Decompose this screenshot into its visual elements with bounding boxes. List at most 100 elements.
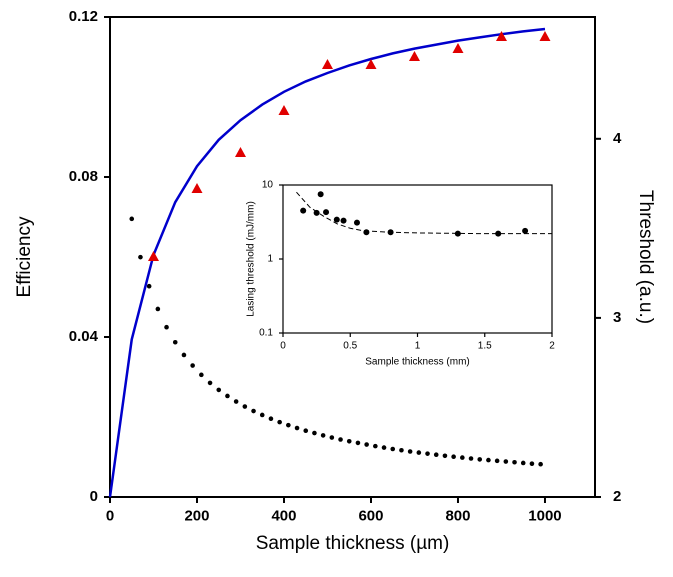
triangle-marker bbox=[278, 105, 290, 115]
plot-frame bbox=[109, 16, 596, 498]
triangle-marker bbox=[539, 31, 551, 41]
dot-marker bbox=[313, 209, 320, 216]
dot-marker bbox=[312, 430, 317, 436]
x-tick-label: 1 bbox=[415, 341, 421, 352]
triangle-marker bbox=[234, 147, 246, 157]
dot-marker bbox=[529, 461, 535, 466]
data-line bbox=[108, 27, 546, 498]
dot-marker bbox=[129, 216, 135, 222]
dot-marker bbox=[268, 416, 274, 422]
dot-marker bbox=[225, 393, 230, 399]
x-tick-label: 0 bbox=[280, 341, 286, 352]
dot-marker bbox=[340, 217, 347, 224]
x-tick-label: 200 bbox=[184, 507, 209, 524]
dot-marker bbox=[442, 453, 448, 459]
y-tick-label: 0.08 bbox=[69, 168, 98, 185]
triangle-marker bbox=[147, 251, 159, 261]
dot-marker bbox=[520, 460, 526, 466]
dot-marker bbox=[329, 435, 335, 440]
dot-marker bbox=[503, 459, 509, 464]
y-tick-label: 0.1 bbox=[259, 328, 273, 339]
dot-marker bbox=[233, 399, 239, 404]
dot-marker bbox=[512, 459, 517, 465]
dot-marker bbox=[353, 219, 360, 226]
y-tick-label: 0.04 bbox=[69, 328, 99, 345]
plot-frame bbox=[282, 184, 553, 334]
dot-marker bbox=[323, 209, 330, 216]
y-axis-label: Lasing threshold (mJ/mm) bbox=[246, 201, 257, 317]
dot-marker bbox=[433, 452, 439, 458]
dot-marker bbox=[355, 440, 361, 446]
dot-marker bbox=[277, 419, 282, 425]
triangle-marker bbox=[495, 31, 507, 41]
dot-marker bbox=[303, 428, 309, 434]
dot-marker bbox=[468, 456, 474, 461]
dot-marker bbox=[364, 442, 369, 447]
dot-marker bbox=[346, 438, 352, 444]
dot-marker bbox=[381, 445, 387, 450]
dot-marker bbox=[494, 458, 500, 464]
dot-marker bbox=[164, 324, 169, 330]
x-tick-label: 1.5 bbox=[478, 341, 492, 352]
dot-marker bbox=[416, 450, 422, 455]
data-line bbox=[296, 191, 552, 235]
dot-marker bbox=[451, 454, 456, 460]
dot-marker bbox=[407, 449, 413, 454]
y2-tick-label: 3 bbox=[613, 309, 621, 326]
x-axis-label: Sample thickness (mm) bbox=[365, 357, 469, 368]
y2-axis-label: Threshold (a.u.) bbox=[635, 190, 656, 324]
dot-marker bbox=[242, 404, 248, 409]
dot-marker bbox=[138, 254, 143, 260]
triangle-marker bbox=[365, 59, 377, 69]
dot-marker bbox=[495, 230, 502, 237]
x-tick-label: 1000 bbox=[528, 507, 561, 524]
y-tick-label: 1 bbox=[267, 254, 273, 265]
dot-marker bbox=[317, 191, 324, 198]
dot-marker bbox=[477, 457, 483, 462]
dot-marker bbox=[216, 387, 222, 393]
y-axis-label: Efficiency bbox=[14, 216, 35, 297]
dot-marker bbox=[333, 216, 340, 223]
dot-marker bbox=[460, 455, 465, 460]
dot-marker bbox=[338, 437, 343, 442]
dot-marker bbox=[172, 339, 178, 345]
dot-marker bbox=[259, 412, 265, 418]
triangle-marker bbox=[408, 51, 420, 61]
dot-marker bbox=[538, 461, 543, 467]
dot-marker bbox=[199, 372, 204, 378]
dot-marker bbox=[155, 306, 161, 312]
dot-marker bbox=[320, 433, 326, 438]
dot-marker bbox=[486, 457, 491, 463]
dot-marker bbox=[207, 380, 213, 386]
x-tick-label: 800 bbox=[445, 507, 470, 524]
x-tick-label: 600 bbox=[358, 507, 383, 524]
dot-marker bbox=[425, 451, 430, 456]
dot-marker bbox=[286, 422, 291, 428]
dot-marker bbox=[522, 227, 529, 234]
x-tick-label: 400 bbox=[271, 507, 296, 524]
dot-marker bbox=[251, 408, 256, 414]
dot-marker bbox=[300, 207, 307, 214]
triangle-marker bbox=[321, 59, 333, 69]
triangle-marker bbox=[191, 183, 203, 193]
dot-marker bbox=[146, 283, 152, 289]
dot-marker bbox=[363, 229, 370, 236]
y-tick-label: 0 bbox=[90, 488, 98, 505]
dot-marker bbox=[390, 446, 396, 452]
x-axis-label: Sample thickness (µm) bbox=[256, 533, 450, 554]
y2-tick-label: 4 bbox=[613, 130, 622, 147]
dot-marker bbox=[454, 230, 461, 237]
y-tick-label: 0.12 bbox=[69, 8, 98, 25]
y2-tick-label: 2 bbox=[613, 488, 621, 505]
dot-marker bbox=[373, 443, 378, 449]
dot-marker bbox=[190, 363, 195, 368]
dot-marker bbox=[399, 447, 404, 453]
dot-marker bbox=[181, 352, 187, 358]
x-tick-label: 2 bbox=[549, 341, 555, 352]
x-tick-label: 0.5 bbox=[343, 341, 357, 352]
x-tick-label: 0 bbox=[106, 507, 114, 524]
dot-marker bbox=[294, 425, 300, 431]
y-tick-label: 10 bbox=[262, 180, 274, 191]
triangle-marker bbox=[452, 43, 464, 53]
